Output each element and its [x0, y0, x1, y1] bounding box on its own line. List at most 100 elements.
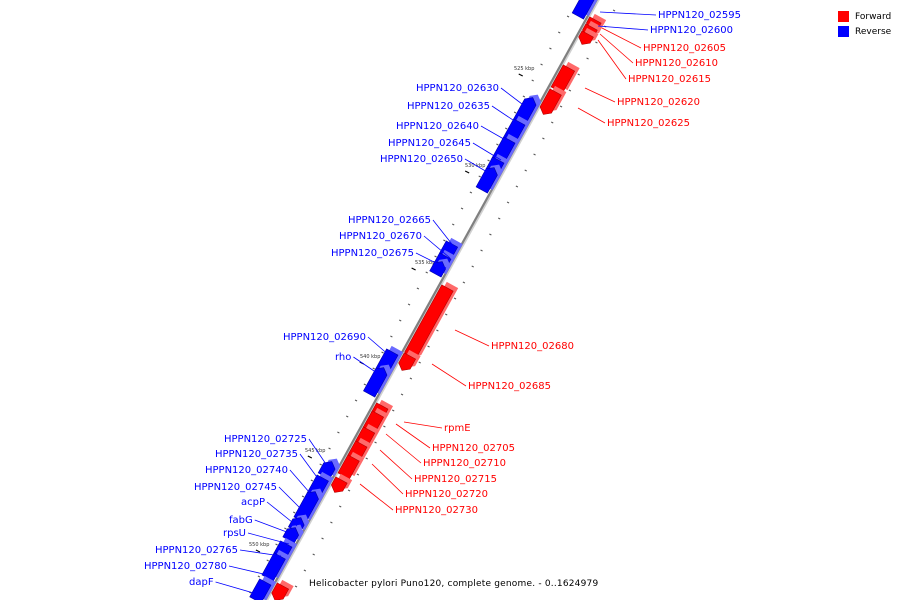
- minor-tick: [354, 399, 358, 402]
- gene-label[interactable]: HPPN120_02745: [194, 482, 277, 493]
- gene-leader-line: [385, 433, 422, 464]
- minor-tick: [319, 463, 322, 466]
- minor-tick: [425, 271, 428, 274]
- minor-tick: [549, 47, 552, 50]
- gene-leader-line: [359, 483, 394, 511]
- gene-leader-line: [228, 565, 273, 577]
- ruler-tick-label: 540 kbp: [360, 354, 380, 360]
- gene-label[interactable]: HPPN120_02680: [491, 341, 574, 352]
- ruler-tick-label: 545 kbp: [305, 448, 325, 454]
- gene-label[interactable]: HPPN120_02735: [215, 449, 298, 460]
- gene-label[interactable]: HPPN120_02645: [388, 138, 471, 149]
- gene-label[interactable]: HPPN120_02730: [395, 505, 478, 516]
- forward-gene-glyph: [331, 473, 353, 493]
- minor-tick: [257, 575, 261, 578]
- ruler-tick-label: 535 kbp: [415, 260, 435, 266]
- minor-tick: [372, 367, 375, 370]
- gene-label[interactable]: HPPN120_02650: [380, 154, 463, 165]
- ruler-tick: [307, 455, 313, 459]
- minor-tick: [398, 319, 402, 322]
- gene-leader-line: [239, 549, 282, 557]
- gene-leader-line: [353, 356, 381, 376]
- minor-tick: [365, 457, 368, 460]
- legend-label-reverse: Reverse: [855, 26, 892, 37]
- minor-tick: [497, 217, 501, 220]
- gene-leader-line: [215, 581, 265, 597]
- minor-tick: [310, 479, 314, 482]
- gene-leader-line: [491, 105, 517, 123]
- gene-label[interactable]: acpP: [241, 497, 265, 508]
- legend-item-reverse: Reverse: [838, 24, 891, 39]
- gene-label[interactable]: HPPN120_02595: [658, 10, 741, 21]
- gene-label[interactable]: HPPN120_02665: [348, 215, 431, 226]
- minor-tick: [558, 31, 561, 34]
- minor-tick: [531, 79, 534, 82]
- gene-label[interactable]: HPPN120_02670: [339, 231, 422, 242]
- ruler-tick-label: 550 kbp: [249, 542, 269, 548]
- gene-leader-line: [395, 423, 431, 449]
- gene-label[interactable]: rho: [335, 352, 351, 363]
- minor-tick: [345, 415, 349, 418]
- gene-label[interactable]: HPPN120_02685: [468, 381, 551, 392]
- gene-label[interactable]: HPPN120_02610: [635, 58, 718, 69]
- minor-tick: [506, 201, 510, 204]
- gene-leader-line: [597, 25, 649, 31]
- gene-label[interactable]: fabG: [229, 515, 253, 526]
- gene-label[interactable]: rpsU: [223, 528, 246, 539]
- gene-leader-line: [601, 27, 642, 49]
- minor-tick: [478, 175, 481, 178]
- gene-label[interactable]: HPPN120_02630: [416, 83, 499, 94]
- legend-item-forward: Forward: [838, 9, 891, 24]
- gene-label[interactable]: HPPN120_02605: [643, 43, 726, 54]
- minor-tick: [418, 361, 421, 364]
- minor-tick: [595, 41, 598, 44]
- minor-tick: [489, 233, 492, 236]
- forward-gene-glyph: [550, 61, 580, 94]
- gene-label[interactable]: dapF: [189, 577, 214, 588]
- gene-label[interactable]: HPPN120_02720: [405, 489, 488, 500]
- gene-leader-line: [266, 501, 298, 527]
- gene-leader-line: [432, 219, 456, 249]
- gene-label[interactable]: HPPN120_02620: [617, 97, 700, 108]
- minor-tick: [292, 511, 296, 514]
- minor-tick: [294, 585, 298, 588]
- reverse-gene-glyph: [571, 0, 598, 20]
- minor-tick: [577, 73, 580, 76]
- gene-label[interactable]: HPPN120_02705: [432, 443, 515, 454]
- gene-leader-line: [278, 486, 305, 513]
- gene-label[interactable]: HPPN120_02615: [628, 74, 711, 85]
- minor-tick: [381, 351, 384, 354]
- gene-leader-line: [289, 469, 317, 501]
- gene-label[interactable]: HPPN120_02710: [423, 458, 506, 469]
- gene-label[interactable]: HPPN120_02725: [224, 434, 307, 445]
- gene-label[interactable]: HPPN120_02740: [205, 465, 288, 476]
- ruler-tick: [411, 267, 416, 271]
- gene-glyph-face: [475, 167, 498, 194]
- minor-tick: [409, 377, 413, 380]
- minor-tick: [374, 441, 377, 444]
- forward-gene-glyph: [271, 579, 294, 600]
- minor-tick: [460, 207, 464, 210]
- minor-tick: [266, 559, 269, 562]
- gene-label[interactable]: HPPN120_02765: [155, 545, 238, 556]
- gene-label[interactable]: HPPN120_02625: [607, 118, 690, 129]
- gene-label[interactable]: HPPN120_02690: [283, 332, 366, 343]
- ruler-tick: [518, 73, 523, 77]
- gene-label[interactable]: HPPN120_02715: [414, 474, 497, 485]
- gene-label[interactable]: HPPN120_02640: [396, 121, 479, 132]
- gene-label[interactable]: HPPN120_02600: [650, 25, 733, 36]
- gene-label[interactable]: rpmE: [444, 423, 471, 434]
- minor-tick: [330, 521, 333, 524]
- minor-tick: [275, 543, 278, 546]
- gene-leader-line: [577, 107, 606, 124]
- gene-glyph-face: [398, 352, 417, 371]
- reverse-gene-glyph: [261, 549, 291, 582]
- minor-tick: [328, 447, 331, 450]
- minor-tick: [444, 313, 448, 316]
- minor-tick: [390, 335, 393, 338]
- gene-label[interactable]: HPPN120_02635: [407, 101, 490, 112]
- gene-label[interactable]: HPPN120_02675: [331, 248, 414, 259]
- forward-gene-glyph: [404, 281, 459, 360]
- gene-label[interactable]: HPPN120_02780: [144, 561, 227, 572]
